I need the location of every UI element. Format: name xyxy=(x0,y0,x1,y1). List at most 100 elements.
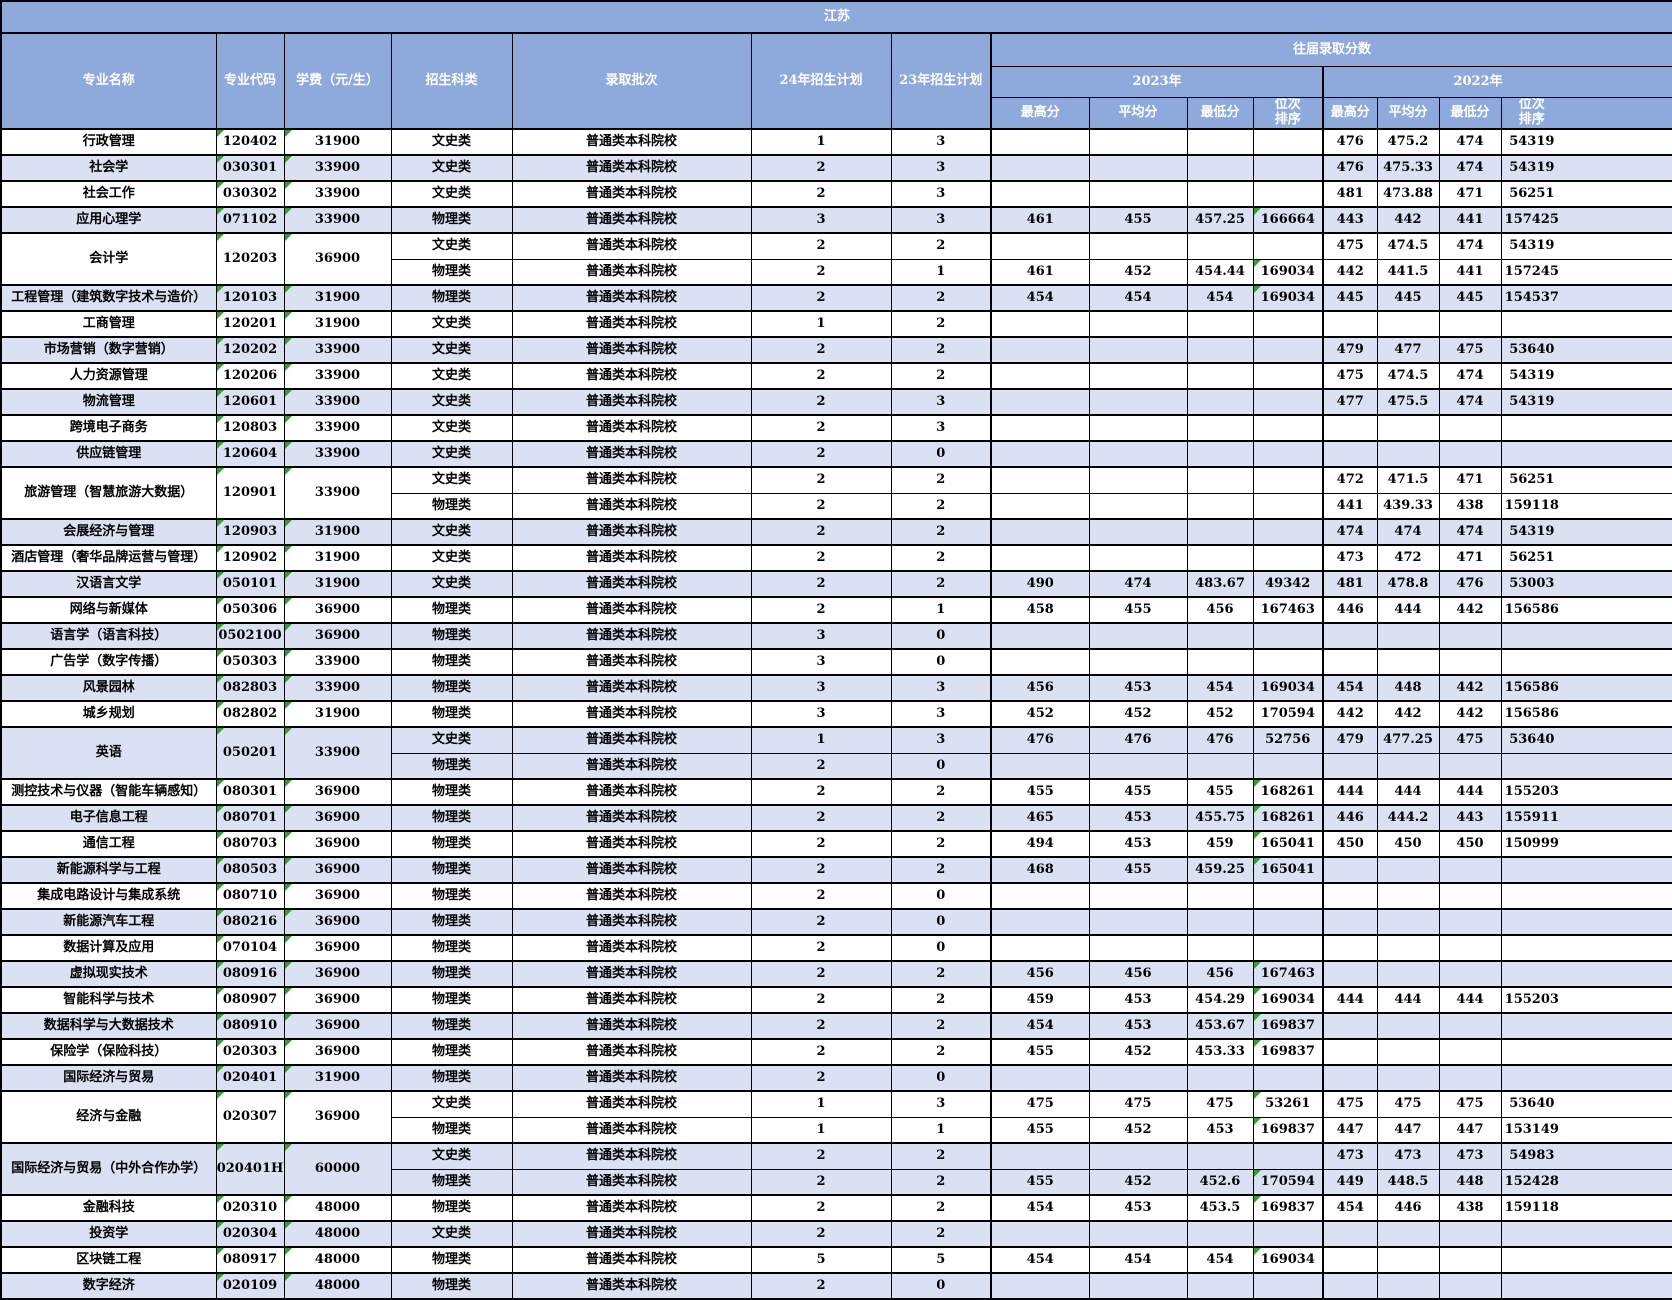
cell-subject-category: 物理类 xyxy=(390,1012,513,1040)
cell-2022-rank xyxy=(1500,960,1672,988)
cell-2022-rank xyxy=(1500,648,1672,676)
cell-2023-max xyxy=(990,362,1090,390)
cell-plan-2023: 3 xyxy=(890,154,992,182)
cell-plan-2023: 2 xyxy=(890,492,992,520)
cell-tuition: 36900 xyxy=(283,804,392,832)
table-row: 通信工程 080703 36900 物理类 普通类本科院校 2 2 494 453 459 1650… xyxy=(0,830,1672,858)
cell-2022-min xyxy=(1438,1064,1502,1092)
cell-plan-2023: 1 xyxy=(890,1116,992,1144)
cell-2022-rank: 53640 xyxy=(1500,1090,1672,1118)
cell-2023-avg: 453 xyxy=(1088,1012,1188,1040)
cell-2023-min: 454 xyxy=(1186,1246,1254,1274)
cell-plan-2024: 2 xyxy=(750,596,892,624)
cell-2023-max xyxy=(990,908,1090,936)
cell-2023-max xyxy=(990,622,1090,650)
cell-2023-min: 457.25 xyxy=(1186,206,1254,234)
cell-2023-max xyxy=(990,1064,1090,1092)
cell-2022-avg: 474.5 xyxy=(1376,362,1440,390)
cell-plan-2023: 2 xyxy=(890,518,992,546)
cell-major-name: 网络与新媒体 xyxy=(0,596,217,624)
cell-2022-rank xyxy=(1500,622,1672,650)
cell-2022-max: 454 xyxy=(1322,674,1378,702)
cell-admission-batch: 普通类本科院校 xyxy=(511,492,752,520)
cell-major-name: 供应链管理 xyxy=(0,440,217,468)
cell-2022-avg xyxy=(1376,908,1440,936)
cell-major-code: 120103 xyxy=(215,284,285,312)
cell-major-name: 金融科技 xyxy=(0,1194,217,1222)
cell-plan-2024: 2 xyxy=(750,934,892,962)
cell-major-name: 跨境电子商务 xyxy=(0,414,217,442)
cell-tuition: 48000 xyxy=(283,1194,392,1222)
cell-subject-category: 物理类 xyxy=(390,1272,513,1300)
cell-2023-max: 475 xyxy=(990,1090,1090,1118)
cell-admission-batch: 普通类本科院校 xyxy=(511,310,752,338)
cell-plan-2023: 2 xyxy=(890,1220,992,1248)
cell-2022-min: 445 xyxy=(1438,284,1502,312)
cell-plan-2023: 3 xyxy=(890,674,992,702)
cell-2023-max: 455 xyxy=(990,778,1090,806)
cell-2022-avg: 477 xyxy=(1376,336,1440,364)
cell-major-code: 080710 xyxy=(215,882,285,910)
cell-2022-max: 481 xyxy=(1322,180,1378,208)
header-plan-2024: 24年招生计划 xyxy=(750,32,892,130)
cell-major-name: 数字经济 xyxy=(0,1272,217,1300)
cell-admission-batch: 普通类本科院校 xyxy=(511,1038,752,1066)
table-row: 语言学（语言科技） 0502100 36900 物理类 普通类本科院校 3 0 xyxy=(0,622,1672,650)
cell-2022-avg: 439.33 xyxy=(1376,492,1440,520)
table-row: 物理类 普通类本科院校 2 1 461 452 454.44 169034 442 441.5 44… xyxy=(1,258,1672,286)
cell-major-code: 050303 xyxy=(215,648,285,676)
cell-2023-avg: 453 xyxy=(1088,830,1188,858)
cell-plan-2023: 0 xyxy=(890,752,992,780)
cell-plan-2024: 2 xyxy=(750,570,892,598)
cell-major-code: 030301 xyxy=(215,154,285,182)
header-2022-avg: 平均分 xyxy=(1376,97,1440,130)
cell-admission-batch: 普通类本科院校 xyxy=(511,570,752,598)
cell-2023-rank: 165041 xyxy=(1252,856,1324,884)
cell-major-name: 会展经济与管理 xyxy=(0,518,217,546)
table-row: 工程管理（建筑数字技术与造价） 120103 31900 物理类 普通类本科院校 2 2 45… xyxy=(0,284,1672,312)
cell-admission-batch: 普通类本科院校 xyxy=(511,388,752,416)
cell-major-name: 行政管理 xyxy=(0,128,217,156)
cell-2022-avg xyxy=(1376,934,1440,962)
cell-2023-min xyxy=(1186,180,1254,208)
cell-major-code: 120901 xyxy=(215,466,285,520)
cell-plan-2024: 2 xyxy=(750,440,892,468)
cell-admission-batch: 普通类本科院校 xyxy=(511,1064,752,1092)
header-2023-rank-label: 位次排序 xyxy=(1274,97,1301,127)
cell-2023-rank xyxy=(1252,1220,1324,1248)
table-row: 区块链工程 080917 48000 物理类 普通类本科院校 5 5 454 454 454 169… xyxy=(0,1246,1672,1274)
cell-plan-2024: 2 xyxy=(750,1194,892,1222)
cell-major-name: 英语 xyxy=(0,726,217,780)
cell-2023-rank xyxy=(1252,414,1324,442)
cell-major-code: 120201 xyxy=(215,310,285,338)
cell-2022-min: 474 xyxy=(1438,128,1502,156)
cell-2022-min: 474 xyxy=(1438,388,1502,416)
cell-2023-max xyxy=(990,934,1090,962)
cell-tuition: 33900 xyxy=(283,336,392,364)
cell-admission-batch: 普通类本科院校 xyxy=(511,362,752,390)
cell-2022-min xyxy=(1438,310,1502,338)
cell-major-name: 集成电路设计与集成系统 xyxy=(0,882,217,910)
cell-2022-avg: 444 xyxy=(1376,778,1440,806)
cell-plan-2024: 2 xyxy=(750,1272,892,1300)
cell-2022-avg: 444 xyxy=(1376,596,1440,624)
cell-2023-avg xyxy=(1088,1142,1188,1170)
cell-2022-min: 474 xyxy=(1438,232,1502,260)
cell-plan-2023: 3 xyxy=(890,206,992,234)
cell-2022-max xyxy=(1322,440,1378,468)
cell-subject-category: 文史类 xyxy=(390,440,513,468)
cell-2023-max xyxy=(990,492,1090,520)
cell-2022-avg xyxy=(1376,960,1440,988)
cell-plan-2023: 2 xyxy=(890,336,992,364)
cell-tuition: 31900 xyxy=(283,570,392,598)
cell-plan-2024: 2 xyxy=(750,518,892,546)
table-row: 城乡规划 082802 31900 物理类 普通类本科院校 3 3 452 452 452 1705… xyxy=(0,700,1672,728)
cell-subject-category: 物理类 xyxy=(390,596,513,624)
cell-2023-avg xyxy=(1088,882,1188,910)
table-row: 虚拟现实技术 080916 36900 物理类 普通类本科院校 2 2 456 456 456 16… xyxy=(0,960,1672,988)
cell-2023-min: 453 xyxy=(1186,1116,1254,1144)
table-row: 广告学（数字传播） 050303 33900 物理类 普通类本科院校 3 0 xyxy=(0,648,1672,676)
cell-plan-2023: 2 xyxy=(890,804,992,832)
cell-2023-avg xyxy=(1088,180,1188,208)
cell-2022-min xyxy=(1438,1246,1502,1274)
